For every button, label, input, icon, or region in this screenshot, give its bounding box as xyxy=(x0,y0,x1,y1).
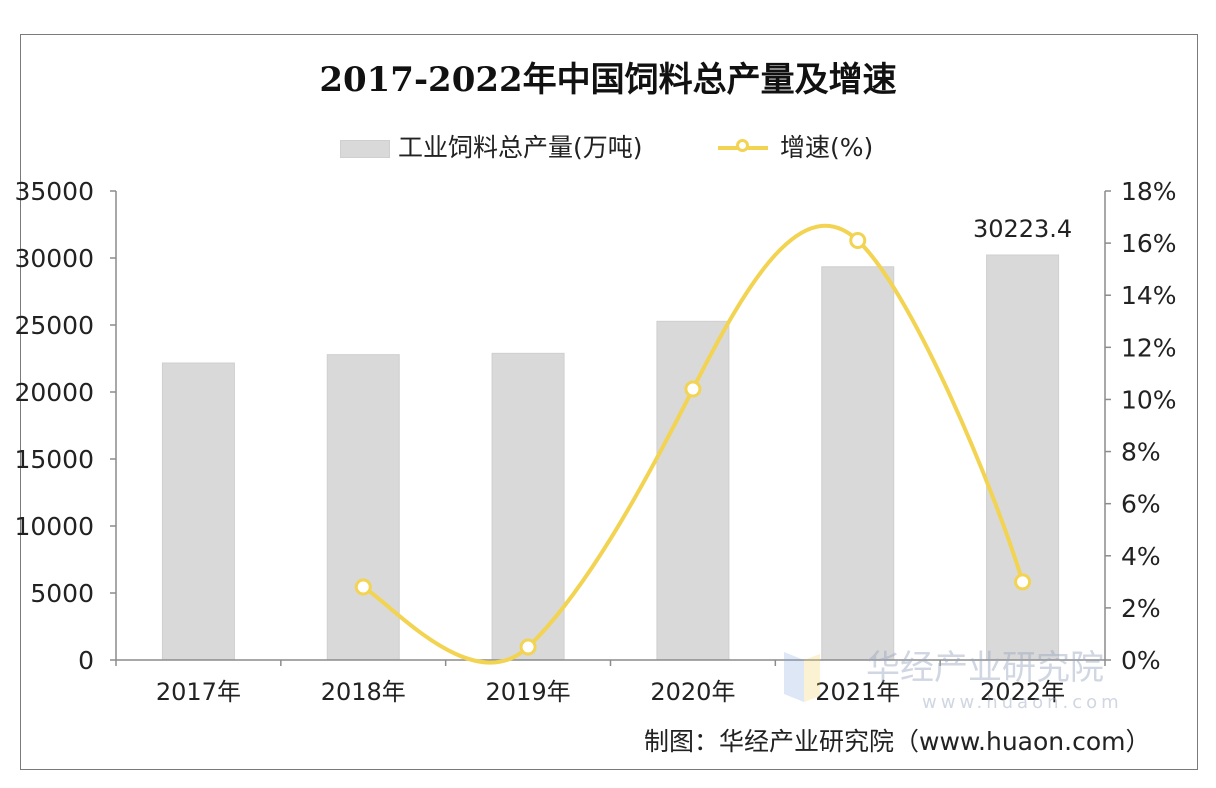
legend: 工业饲料总产量(万吨) 增速(%) xyxy=(0,130,1216,166)
growth-line-layer xyxy=(354,224,1032,665)
x-tick-label: 2021年 xyxy=(815,678,900,706)
x-tick-label: 2022年 xyxy=(980,678,1065,706)
legend-label-production: 工业饲料总产量(万吨) xyxy=(398,133,643,162)
y-right-tick-label: 12% xyxy=(1121,333,1177,362)
legend-bar-swatch xyxy=(340,140,390,158)
y-left-tick-label: 25000 xyxy=(14,311,94,340)
bar-4 xyxy=(656,320,730,661)
y-right-tick-label: 0% xyxy=(1121,646,1161,675)
bar-3 xyxy=(491,352,565,661)
watermark-logo-icon xyxy=(784,652,820,702)
y-right-tick-label: 8% xyxy=(1121,438,1161,467)
growth-point-4 xyxy=(849,232,867,250)
y-right-tick-label: 10% xyxy=(1121,385,1177,414)
growth-point-2 xyxy=(519,638,537,656)
growth-point-3 xyxy=(684,380,702,398)
bar-1 xyxy=(161,362,235,661)
chart-title: 2017-2022年中国饲料总产量及增速 xyxy=(319,60,897,100)
y-left-tick-label: 30000 xyxy=(14,244,94,273)
bars-layer xyxy=(161,254,1060,661)
watermark-url: www.huaon.com xyxy=(922,692,1123,713)
y-left-tick-label: 5000 xyxy=(30,579,94,608)
y-right-tick-label: 16% xyxy=(1121,229,1177,258)
bar-5 xyxy=(821,266,895,661)
growth-point-1 xyxy=(354,578,372,596)
watermark-text: 华经产业研究院 xyxy=(866,648,1104,688)
x-tick-label: 2020年 xyxy=(650,678,735,706)
labels-layer: 0 5000 10000 15000 20000 25000 30000 35000 0% 2% 4… xyxy=(14,177,1176,706)
growth-line xyxy=(361,224,1025,665)
y-left-tick-label: 15000 xyxy=(14,445,94,474)
y-right-tick-label: 18% xyxy=(1121,177,1177,206)
bar-2 xyxy=(326,354,400,661)
bar-data-label: 30223.4 xyxy=(973,215,1072,243)
growth-point-5 xyxy=(1014,573,1032,591)
y-left-tick-label: 10000 xyxy=(14,512,94,541)
legend-marker-swatch xyxy=(736,139,749,152)
y-right-tick-label: 4% xyxy=(1121,542,1161,571)
bar-6 xyxy=(986,254,1060,661)
source-note: 制图：华经产业研究院（www.huaon.com） xyxy=(644,727,1151,756)
y-left-tick-label: 0 xyxy=(78,646,94,675)
x-tick-label: 2017年 xyxy=(156,678,241,706)
y-right-tick-label: 2% xyxy=(1121,594,1161,623)
y-left-tick-label: 20000 xyxy=(14,378,94,407)
y-right-tick-label: 6% xyxy=(1121,490,1161,519)
watermark: 华经产业研究院 www.huaon.com xyxy=(780,640,1160,720)
y-right-tick-label: 14% xyxy=(1121,281,1177,310)
legend-label-growth: 增速(%) xyxy=(780,133,874,162)
x-tick-label: 2018年 xyxy=(321,678,406,706)
y-left-tick-label: 35000 xyxy=(14,177,94,206)
x-tick-label: 2019年 xyxy=(486,678,571,706)
chart-frame xyxy=(20,34,1198,770)
axes-layer xyxy=(110,190,1111,666)
